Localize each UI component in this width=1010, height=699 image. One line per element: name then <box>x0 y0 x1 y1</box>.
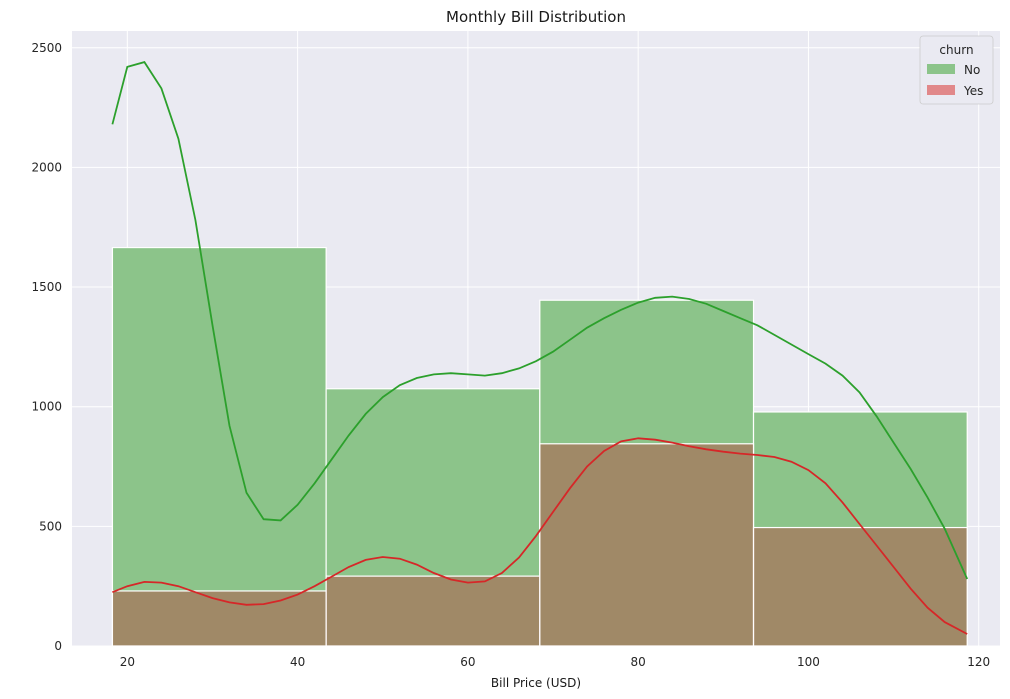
x-axis-label: Bill Price (USD) <box>491 676 581 690</box>
x-axis-ticks: 20 40 60 80 100 120 <box>120 655 990 669</box>
bar-yes-3 <box>752 526 968 647</box>
bar-yes-1 <box>325 575 541 647</box>
x-tick-label: 40 <box>290 655 305 669</box>
y-tick-label: 500 <box>39 519 62 533</box>
legend-label-yes: Yes <box>963 84 983 98</box>
y-tick-label: 2500 <box>31 41 62 55</box>
legend-swatch-yes <box>927 85 955 95</box>
kde-line-no <box>111 61 969 580</box>
y-tick-label: 1000 <box>31 400 62 414</box>
y-axis-ticks: 0 500 1000 1500 2000 2500 <box>31 41 62 653</box>
x-tick-label: 80 <box>631 655 646 669</box>
bar-no-0 <box>111 246 327 647</box>
y-tick-label: 0 <box>54 639 62 653</box>
histogram-bars <box>111 246 968 647</box>
x-tick-label: 20 <box>120 655 135 669</box>
legend-swatch-no <box>927 64 955 74</box>
legend-label-no: No <box>964 63 980 77</box>
bar-yes-2 <box>539 443 755 647</box>
x-tick-label: 120 <box>967 655 990 669</box>
chart-title: Monthly Bill Distribution <box>446 8 626 26</box>
y-tick-label: 2000 <box>31 160 62 174</box>
kde-line-yes <box>112 437 968 635</box>
x-tick-label: 60 <box>460 655 475 669</box>
x-tick-label: 100 <box>797 655 820 669</box>
legend: churn No Yes <box>919 35 994 105</box>
legend-title: churn <box>939 43 973 57</box>
kde-curves <box>111 61 969 635</box>
y-tick-label: 1500 <box>31 280 62 294</box>
